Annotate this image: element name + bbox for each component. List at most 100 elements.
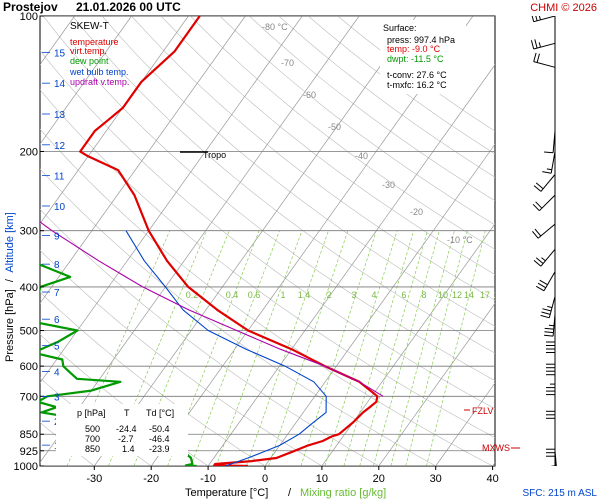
altitude-tick-label: 10 xyxy=(54,202,66,213)
pressure-tick-label: 100 xyxy=(20,11,38,23)
wind-barb xyxy=(544,130,556,154)
mixing-ratio-line xyxy=(215,230,303,466)
surface-title: Surface: xyxy=(383,23,417,33)
isotherm xyxy=(40,16,246,304)
surface-dwpt: dwpt: -11.5 °C xyxy=(387,54,444,64)
wind-barb-feather xyxy=(535,182,544,190)
isotherm-label: -40 xyxy=(355,151,368,161)
surface-tconv: t-conv: 27.6 °C xyxy=(387,70,447,80)
wind-barb-staff xyxy=(543,271,556,292)
wind-barb-feather xyxy=(536,53,540,63)
wind-barb xyxy=(533,52,556,68)
wind-barb-feather xyxy=(531,16,535,22)
altitude-tick-label: 8 xyxy=(54,260,60,271)
surface-temp: temp: -9.0 °C xyxy=(387,44,441,54)
wind-barb-feather xyxy=(533,185,542,192)
wind-barb-feather xyxy=(538,42,541,48)
altitude-tick-label: 11 xyxy=(54,172,65,183)
mixing-ratio-line xyxy=(343,230,415,466)
pressure-tick-label: 925 xyxy=(20,446,38,458)
wind-barb xyxy=(530,39,556,50)
y-axis-label-separator: / xyxy=(4,278,16,282)
wind-barb-staff xyxy=(539,194,556,212)
legend-updraft: updraft v.temp. xyxy=(70,77,129,87)
dry-adiabat xyxy=(72,16,495,354)
dry-adiabat xyxy=(101,16,495,327)
pressure-tick-label: 850 xyxy=(20,429,38,441)
isotherm-label: -70 xyxy=(281,58,294,68)
table-header-t: T xyxy=(124,408,130,418)
altitude-tick-label: 6 xyxy=(54,315,60,326)
dry-adiabat xyxy=(219,16,495,226)
fzlv-label: FZLV xyxy=(472,406,493,416)
wind-barb-feather xyxy=(540,314,550,319)
mixing-ratio-label: 0.6 xyxy=(248,290,261,300)
station-name: Prostejov xyxy=(3,0,58,14)
legend-wet-bulb: wet bulb temp. xyxy=(69,67,129,77)
surface-tmxfc: t-mxfc: 16.2 °C xyxy=(387,80,447,90)
pressure-tick-label: 200 xyxy=(20,146,38,158)
mixing-ratio-label: 0.4 xyxy=(226,290,239,300)
wind-barb-feather xyxy=(535,201,543,209)
dry-adiabat xyxy=(42,16,495,381)
y-axis-label: Pressure [hPa] / Altitude [km] xyxy=(4,212,16,362)
wind-barb-feather xyxy=(542,308,552,312)
altitude-tick-label: 7 xyxy=(54,288,60,299)
isotherm-label: -30 xyxy=(382,180,395,190)
wind-barb xyxy=(542,151,556,174)
wind-barb-feather xyxy=(539,279,548,286)
mixing-ratio-line xyxy=(268,230,349,466)
updraft-profile xyxy=(40,221,384,397)
wind-barb-feather xyxy=(550,484,559,486)
table-header-td: Td [°C] xyxy=(146,408,174,418)
wind-barb xyxy=(532,194,556,212)
wind-barb xyxy=(544,314,556,337)
mixing-ratio-line xyxy=(245,230,329,466)
wind-barb-feather xyxy=(533,260,542,267)
pressure-tick-label: 400 xyxy=(20,282,38,294)
pressure-tick-label: 600 xyxy=(20,361,38,373)
wind-barb-feather xyxy=(530,40,535,50)
axis-ticks-layer: 1002003004005006007008509251000123456789… xyxy=(14,11,499,485)
mixing-ratio-line xyxy=(300,230,377,466)
dry-adiabat xyxy=(249,16,495,202)
wind-barb-feather xyxy=(553,480,558,481)
legend-dew-point: dew point xyxy=(70,56,109,66)
wind-barb-feather xyxy=(537,282,546,289)
wind-barb-feather xyxy=(532,230,539,239)
isotherm xyxy=(378,302,495,466)
mixing-ratio-line xyxy=(190,230,280,466)
pressure-tick-label: 1000 xyxy=(14,461,38,473)
sounding-datetime: 21.01.2026 00 UTC xyxy=(76,0,181,14)
wind-barb xyxy=(531,16,556,23)
wind-barb-feather xyxy=(542,171,552,174)
isotherm xyxy=(550,16,600,466)
wind-barb-feather xyxy=(548,324,555,327)
altitude-tick-label: 3 xyxy=(54,393,60,404)
altitude-tick-label: 5 xyxy=(54,342,60,353)
wind-barb xyxy=(546,372,556,396)
wind-barb xyxy=(546,352,556,376)
table-cell: -23.9 xyxy=(149,444,170,454)
copyright: CHMI © 2026 xyxy=(530,2,597,14)
temperature-tick-label: 30 xyxy=(430,473,442,485)
mixing-ratio-line xyxy=(426,230,486,466)
wind-barb-feather xyxy=(534,228,542,237)
table-cell: -46.4 xyxy=(149,434,170,444)
legend-temperature: temperature xyxy=(70,37,119,47)
wind-barb xyxy=(533,248,556,267)
wind-barb-feather xyxy=(548,473,557,474)
temperature-tick-label: 20 xyxy=(373,473,385,485)
mixing-ratio-label: 20 xyxy=(494,290,504,300)
table-cell: 1.4 xyxy=(122,444,135,454)
wind-barb-feather xyxy=(544,151,554,154)
isotherm-label: -80 °C xyxy=(262,22,288,32)
isotherm xyxy=(207,64,495,466)
altitude-tick-label: 14 xyxy=(54,79,66,90)
wind-barb-feather xyxy=(544,331,554,334)
wind-barb-staff xyxy=(533,61,556,68)
table-cell: -2.7 xyxy=(118,434,134,444)
wind-barb-staff xyxy=(540,248,556,267)
wetbulb-profile xyxy=(125,230,327,466)
